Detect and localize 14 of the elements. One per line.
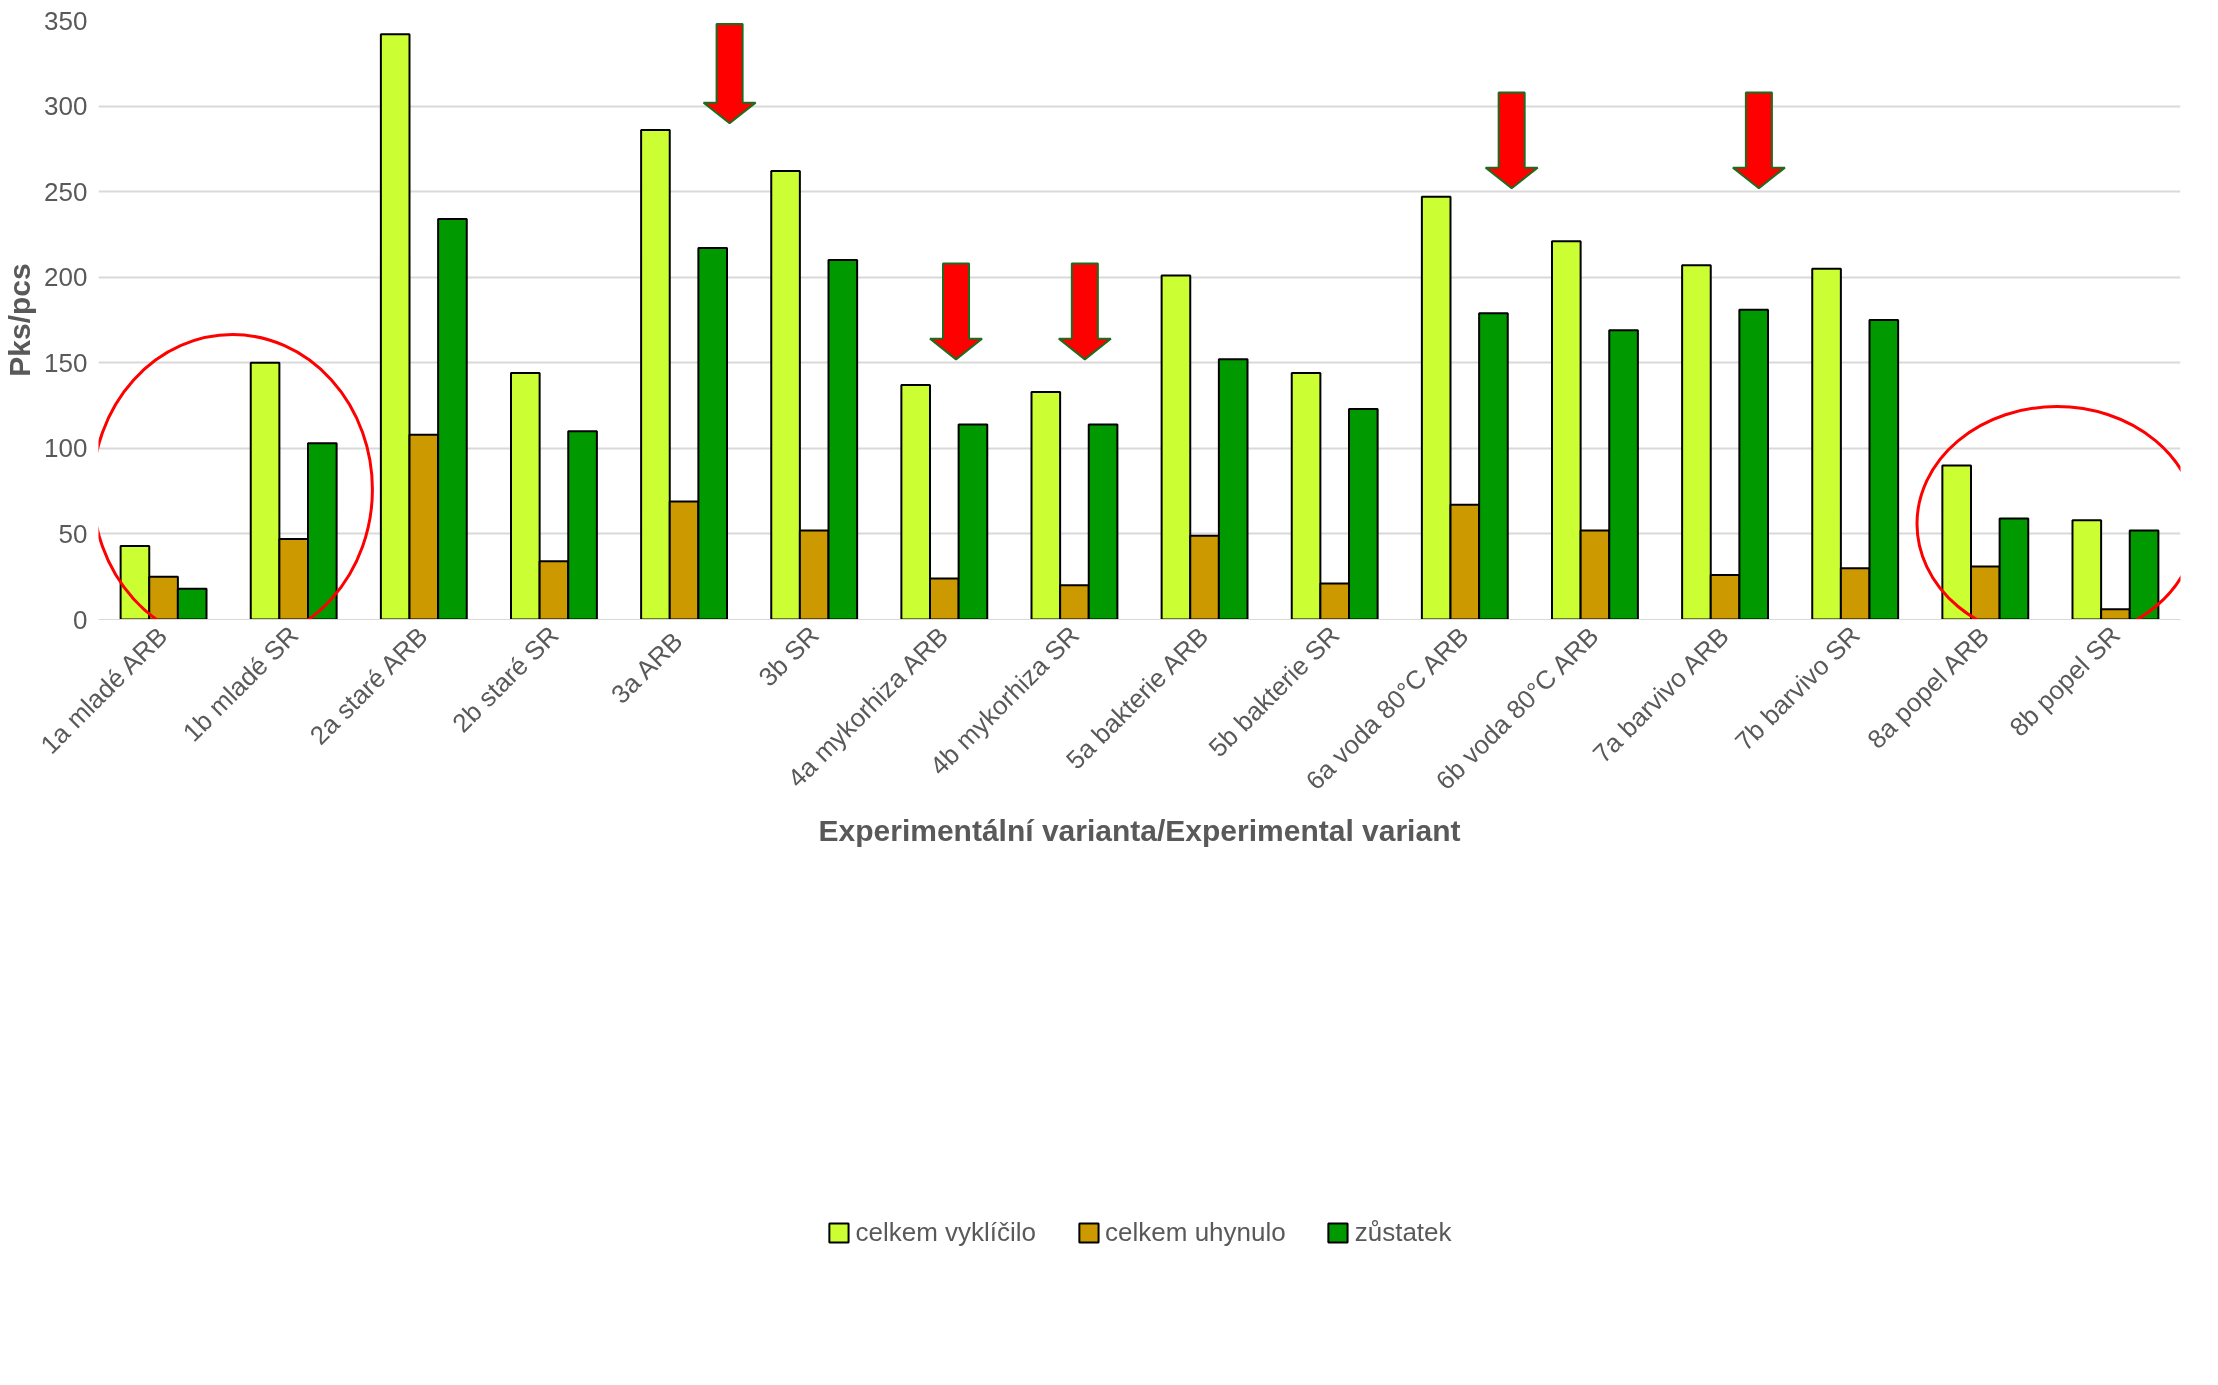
x-tick-label: 3b SR <box>752 619 825 693</box>
y-tick-label: 200 <box>44 262 88 293</box>
legend-label: celkem uhynulo <box>1105 1216 1286 1248</box>
y-tick-label: 250 <box>44 176 88 207</box>
y-tick-label: 300 <box>44 91 88 122</box>
y-tick-label: 100 <box>44 433 88 464</box>
y-tick-label: 50 <box>58 518 88 549</box>
y-tick-label: 350 <box>44 5 88 36</box>
y-tick-label: 150 <box>44 347 88 378</box>
y-tick-label: 0 <box>73 604 88 635</box>
legend-label: celkem vyklíčilo <box>855 1216 1037 1248</box>
y-axis-title: Pks/pcs <box>3 263 37 377</box>
x-axis-title: Experimentální varianta/Experimental variant <box>818 814 1461 848</box>
legend-label: zůstatek <box>1354 1216 1452 1248</box>
